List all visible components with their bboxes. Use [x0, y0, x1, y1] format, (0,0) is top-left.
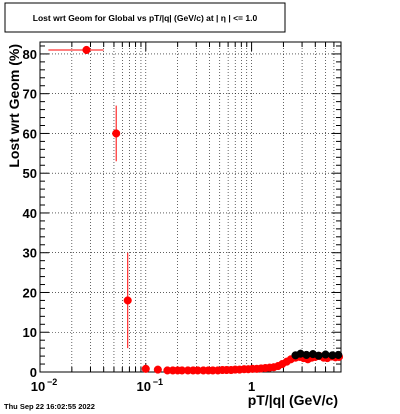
x-tick-label-exponent: −2	[47, 377, 57, 387]
data-point	[334, 350, 343, 359]
title-box	[4, 2, 286, 33]
y-tick-label: 60	[23, 126, 37, 141]
y-tick-label: 80	[23, 47, 37, 62]
y-tick-label: 0	[30, 365, 37, 380]
point-marker	[123, 296, 132, 305]
chart-title: Lost wrt Geom for Global vs pT/|q| (GeV/…	[33, 13, 258, 23]
grid	[40, 42, 341, 372]
data-point	[321, 350, 330, 359]
y-tick-label: 20	[23, 285, 37, 300]
y-tick-label: 40	[23, 206, 37, 221]
plot-frame	[39, 41, 342, 373]
point-marker	[314, 351, 323, 360]
point-marker	[112, 129, 121, 138]
x-tick-label-exponent: −1	[153, 377, 163, 387]
data-point	[314, 351, 323, 360]
x-tick-label: 1	[248, 379, 255, 394]
point-marker	[321, 350, 330, 359]
y-axis-label: Lost wrt Geom (%)	[6, 44, 22, 168]
data-point	[153, 365, 162, 374]
x-tick-label: 10	[137, 379, 151, 394]
data-point	[112, 105, 121, 162]
y-tick-label: 50	[23, 166, 37, 181]
axis-ticks	[39, 42, 342, 373]
data-point	[123, 252, 132, 349]
x-tick-label: 10	[31, 379, 45, 394]
y-tick-label: 10	[23, 325, 37, 340]
data-point	[141, 364, 150, 373]
data-points	[48, 45, 344, 375]
point-marker	[82, 45, 91, 55]
point-marker	[141, 364, 150, 373]
y-tick-label: 70	[23, 87, 37, 102]
point-marker	[334, 350, 343, 359]
x-axis-label: pT/|q| (GeV/c)	[248, 392, 338, 408]
footer-timestamp: Thu Sep 22 16:02:55 2022	[4, 402, 95, 411]
y-tick-label: 30	[23, 246, 37, 261]
point-marker	[153, 365, 162, 374]
data-point	[48, 45, 104, 55]
